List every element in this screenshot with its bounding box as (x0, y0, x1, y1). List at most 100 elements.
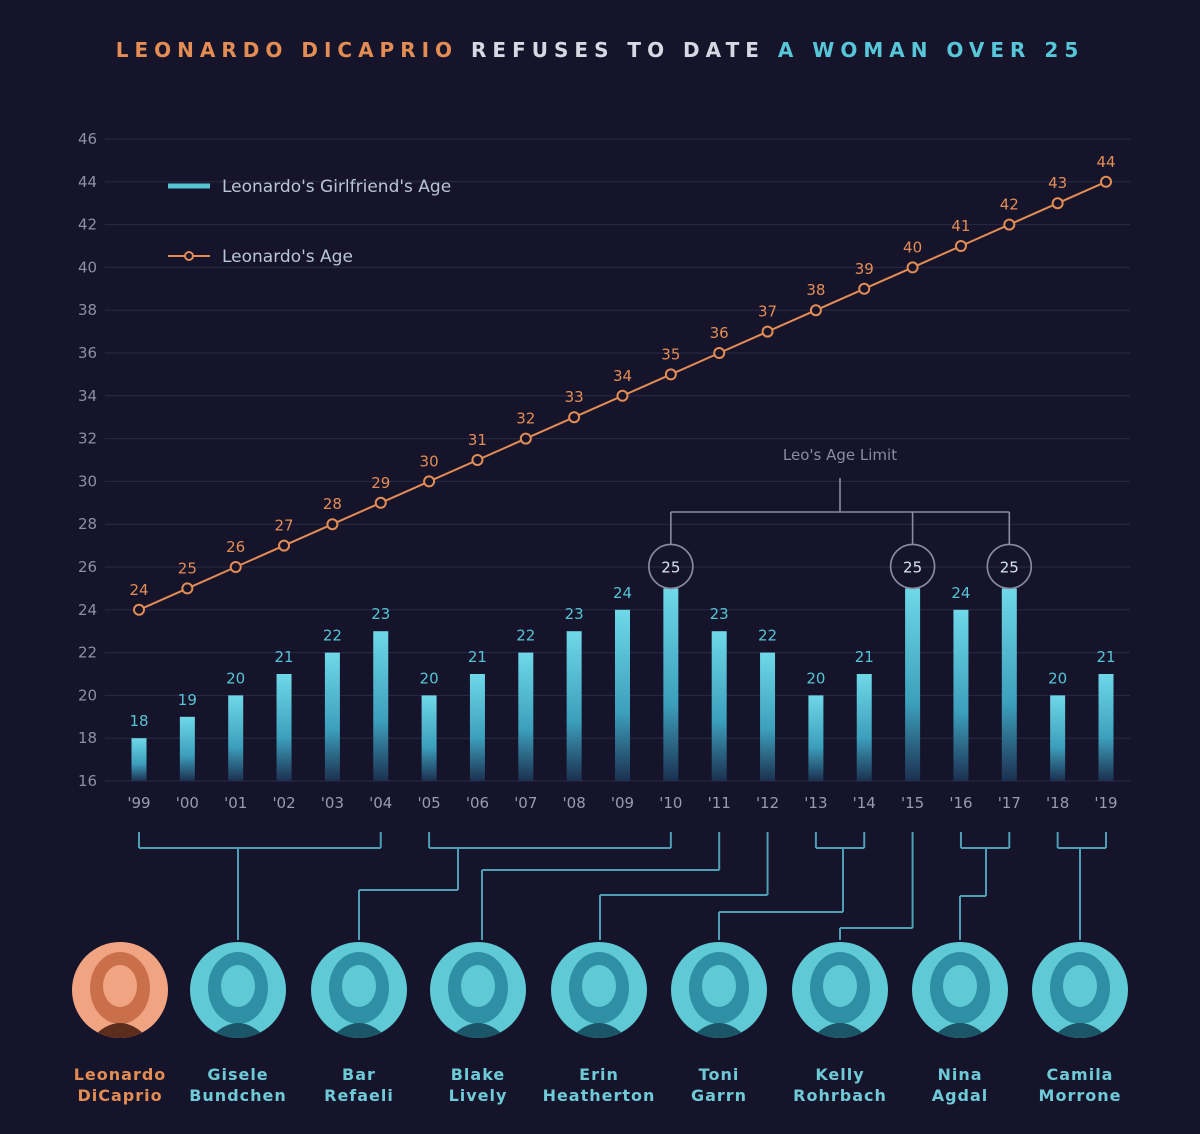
bar (373, 631, 389, 781)
x-tick-label: '05 (417, 794, 440, 812)
avatar (551, 942, 647, 1038)
person-card: Leonardo DiCaprio (60, 942, 180, 1106)
y-tick-label: 20 (78, 686, 97, 704)
line-point (761, 325, 774, 338)
person-first-name: Nina (937, 1065, 983, 1084)
y-tick-label: 30 (78, 472, 97, 490)
bar-data-label: 21 (1096, 648, 1115, 666)
person-name: Kelly Rohrbach (780, 1064, 900, 1106)
line-data-label: 29 (371, 474, 390, 492)
line-data-label: 40 (903, 238, 922, 256)
person-card: Bar Refaeli (299, 942, 419, 1106)
y-axis: 16 18 20 22 24 26 28 30 32 34 36 38 40 42 44 46 (78, 130, 97, 790)
bar-data-label: 24 (613, 584, 632, 602)
line-data-label: 42 (1000, 196, 1019, 214)
line-point (326, 518, 339, 531)
x-tick-label: '99 (127, 794, 150, 812)
legend-bar-label: Leonardo's Girlfriend's Age (222, 177, 451, 197)
y-tick-label: 44 (78, 173, 97, 191)
line-point (278, 539, 291, 552)
line-data-label: 35 (661, 345, 680, 363)
bar-data-label: 20 (226, 669, 245, 687)
line-data-label: 24 (129, 581, 148, 599)
y-tick-label: 18 (78, 729, 97, 747)
person-last-name: Rohrbach (793, 1086, 887, 1105)
avatar (430, 942, 526, 1038)
x-tick-label: '04 (369, 794, 392, 812)
y-tick-label: 16 (78, 772, 97, 790)
person-last-name: Heatherton (542, 1086, 656, 1105)
person-last-name: Bundchen (189, 1086, 287, 1105)
avatar (72, 942, 168, 1038)
person-name: Blake Lively (418, 1064, 538, 1106)
age-limit-label: Leo's Age Limit (783, 446, 897, 464)
y-tick-label: 24 (78, 601, 97, 619)
bar-data-label: 20 (806, 669, 825, 687)
line-data-label: 34 (613, 367, 632, 385)
person-name: Erin Heatherton (539, 1064, 659, 1106)
bar-data-label: 20 (1048, 669, 1067, 687)
line-data-label: 28 (323, 495, 342, 513)
x-axis: '99 '00 '01 '02 '03 '04 '05 '06 '07 '08 '09 '10 '11 '… (127, 794, 1117, 812)
line-point (954, 240, 967, 252)
bar (856, 674, 872, 781)
person-last-name: Refaeli (324, 1086, 394, 1105)
person-first-name: Blake (450, 1065, 506, 1084)
bar-data-label: 25 (1000, 558, 1019, 576)
bar-data-label: 18 (129, 712, 148, 730)
bar-data-label: 25 (903, 558, 922, 576)
x-tick-label: '00 (176, 794, 199, 812)
x-tick-label: '08 (563, 794, 586, 812)
y-tick-label: 26 (78, 558, 97, 576)
bar-data-label: 20 (420, 669, 439, 687)
person-last-name: Agdal (931, 1086, 989, 1105)
avatar (1032, 942, 1128, 1038)
bar-data-label: 21 (275, 648, 294, 666)
line-point (664, 368, 677, 381)
bar-data-label: 23 (371, 605, 390, 623)
line-point (229, 561, 242, 573)
person-name: Gisele Bundchen (178, 1064, 298, 1106)
person-connectors (138, 832, 1107, 940)
bar (760, 652, 776, 781)
line-data-label: 33 (565, 388, 584, 406)
x-tick-label: '13 (804, 794, 827, 812)
x-tick-label: '14 (853, 794, 876, 812)
y-tick-label: 22 (78, 644, 97, 662)
x-tick-label: '12 (756, 794, 779, 812)
line-data-label: 43 (1048, 174, 1067, 192)
person-card: Erin Heatherton (539, 942, 659, 1106)
person-first-name: Kelly (815, 1065, 865, 1084)
y-tick-label: 40 (78, 258, 97, 276)
line-point (713, 347, 726, 359)
avatar (671, 942, 767, 1038)
bar (808, 695, 824, 781)
line-point (133, 603, 145, 616)
person-card: Kelly Rohrbach (780, 942, 900, 1106)
bar-data-label: 22 (323, 627, 342, 645)
person-card: Toni Garrn (659, 942, 779, 1106)
x-tick-label: '16 (949, 794, 972, 812)
legend-line-marker (184, 251, 194, 261)
line-point (1100, 175, 1112, 188)
y-tick-label: 42 (78, 216, 97, 234)
line-data-label: 30 (420, 452, 439, 470)
line-data-label: 26 (226, 538, 245, 556)
bar (1001, 588, 1017, 781)
bar (953, 609, 969, 781)
x-tick-label: '15 (901, 794, 924, 812)
line-data-label: 32 (516, 410, 535, 428)
line-point (1003, 218, 1016, 231)
line-point (423, 475, 436, 488)
bar-data-label: 19 (178, 691, 197, 709)
person-name: Leonardo DiCaprio (60, 1064, 180, 1106)
bar-data-label: 22 (516, 627, 535, 645)
age-limit-annotation: Leo's Age Limit (670, 446, 1011, 545)
bar (131, 738, 147, 781)
line-data-label: 37 (758, 303, 777, 321)
person-card: Camila Morrone (1020, 942, 1140, 1106)
y-tick-label: 36 (78, 344, 97, 362)
x-tick-label: '03 (321, 794, 344, 812)
bar (663, 588, 679, 781)
